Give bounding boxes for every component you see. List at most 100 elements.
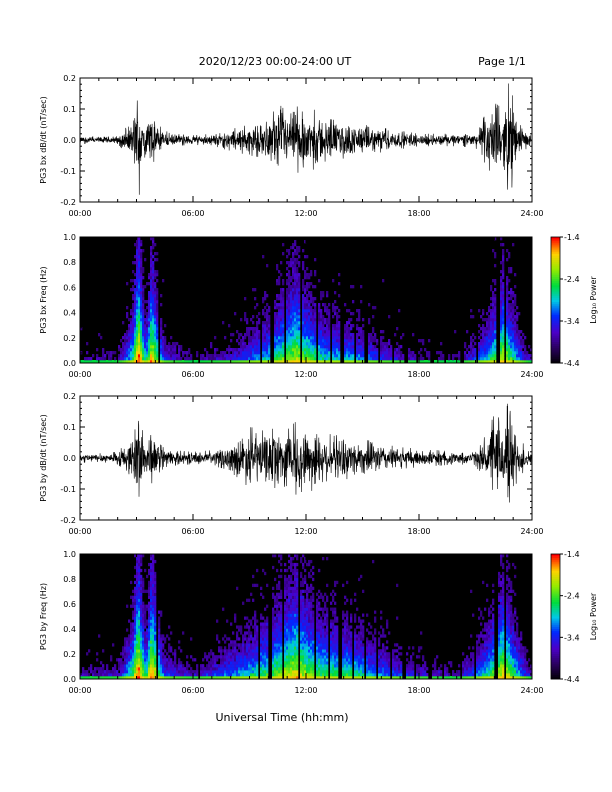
heatmap-cell	[276, 336, 279, 340]
heatmap-cell	[318, 279, 321, 283]
heatmap-cell	[298, 249, 301, 253]
heatmap-cell	[310, 586, 313, 591]
heatmap-cell	[148, 583, 151, 588]
heatmap-cell	[80, 360, 83, 364]
heatmap-cell	[388, 354, 391, 358]
heatmap-cell	[224, 670, 227, 674]
heatmap-cell	[452, 357, 455, 361]
heatmap-cell	[282, 252, 285, 256]
heatmap-cell	[318, 315, 321, 319]
heatmap-cell	[218, 676, 221, 680]
heatmap-cell	[234, 652, 237, 656]
heatmap-cell	[286, 273, 289, 277]
heatmap-cell	[282, 339, 285, 343]
heatmap-cell	[278, 628, 281, 632]
heatmap-cell	[320, 330, 323, 334]
heatmap-cell	[128, 342, 131, 346]
heatmap-cell	[216, 676, 219, 680]
heatmap-cell	[90, 664, 93, 668]
heatmap-cell	[264, 315, 267, 319]
heatmap-cell	[222, 321, 225, 325]
heatmap-cell	[130, 646, 133, 650]
heatmap-cell	[274, 622, 277, 626]
heatmap-cell	[276, 297, 279, 301]
heatmap-cell	[184, 673, 187, 677]
heatmap-cell	[132, 673, 135, 677]
heatmap-cell	[140, 598, 143, 602]
heatmap-cell	[144, 258, 147, 262]
heatmap-cell	[144, 321, 147, 325]
heatmap-cell	[282, 360, 285, 364]
heatmap-cell	[256, 324, 259, 328]
heatmap-cell	[526, 357, 529, 361]
heatmap-cell	[528, 354, 531, 358]
heatmap-cell	[376, 360, 379, 364]
heatmap-cell	[294, 568, 297, 573]
heatmap-cell	[268, 318, 271, 322]
heatmap-cell	[290, 258, 293, 262]
heatmap-cell	[322, 345, 325, 349]
heatmap-cell	[306, 309, 309, 313]
heatmap-cell	[126, 661, 129, 665]
heatmap-cell	[214, 667, 217, 671]
heatmap-cell	[500, 309, 503, 313]
heatmap-cell	[268, 345, 271, 349]
heatmap-cell	[262, 649, 265, 653]
heatmap-cell	[388, 342, 391, 346]
heatmap-cell	[164, 354, 167, 358]
heatmap-cell	[144, 676, 147, 680]
heatmap-cell	[312, 354, 315, 358]
heatmap-cell	[138, 574, 141, 579]
heatmap-cell	[136, 616, 139, 620]
heatmap-cell	[338, 294, 341, 298]
heatmap-cell	[494, 264, 497, 268]
y-tick-label: 0.0	[63, 136, 76, 145]
heatmap-cell	[294, 279, 297, 283]
heatmap-cell	[472, 360, 475, 364]
heatmap-cell	[282, 345, 285, 349]
heatmap-cell	[388, 315, 391, 319]
heatmap-cell	[372, 360, 375, 364]
heatmap-cell	[274, 643, 277, 647]
heatmap-cell	[146, 619, 149, 623]
heatmap-cell	[274, 670, 277, 674]
heatmap-cell	[530, 357, 533, 361]
heatmap-cell	[294, 354, 297, 358]
heatmap-cell	[160, 658, 163, 662]
heatmap-cell	[260, 670, 263, 674]
heatmap-cell	[154, 670, 157, 674]
heatmap-cell	[150, 354, 153, 358]
heatmap-cell	[164, 360, 167, 364]
heatmap-cell	[306, 327, 309, 331]
heatmap-cell	[144, 357, 147, 361]
heatmap-cell	[274, 628, 277, 632]
heatmap-cell	[294, 357, 297, 361]
heatmap-cell	[138, 312, 141, 316]
heatmap-cell	[492, 300, 495, 304]
heatmap-cell	[302, 300, 305, 304]
heatmap-cell	[132, 261, 135, 265]
heatmap-cell	[276, 670, 279, 674]
heatmap-cell	[466, 348, 469, 352]
heatmap-cell	[356, 336, 359, 340]
heatmap-cell	[294, 267, 297, 271]
heatmap-cell	[370, 339, 373, 343]
heatmap-cell	[136, 300, 139, 304]
heatmap-cell	[296, 646, 299, 650]
heatmap-cell	[142, 297, 145, 301]
heatmap-cell	[486, 348, 489, 352]
heatmap-cell	[266, 637, 269, 641]
heatmap-cell	[152, 676, 155, 680]
heatmap-cell	[310, 646, 313, 650]
heatmap-cell	[502, 351, 505, 355]
heatmap-cell	[234, 348, 237, 352]
heatmap-cell	[236, 586, 239, 591]
heatmap-cell	[356, 357, 359, 361]
heatmap-cell	[306, 619, 309, 623]
heatmap-cell	[486, 318, 489, 322]
heatmap-cell	[286, 327, 289, 331]
heatmap-cell	[514, 342, 517, 346]
heatmap-cell	[514, 330, 517, 334]
heatmap-cell	[278, 649, 281, 653]
heatmap-cell	[370, 336, 373, 340]
